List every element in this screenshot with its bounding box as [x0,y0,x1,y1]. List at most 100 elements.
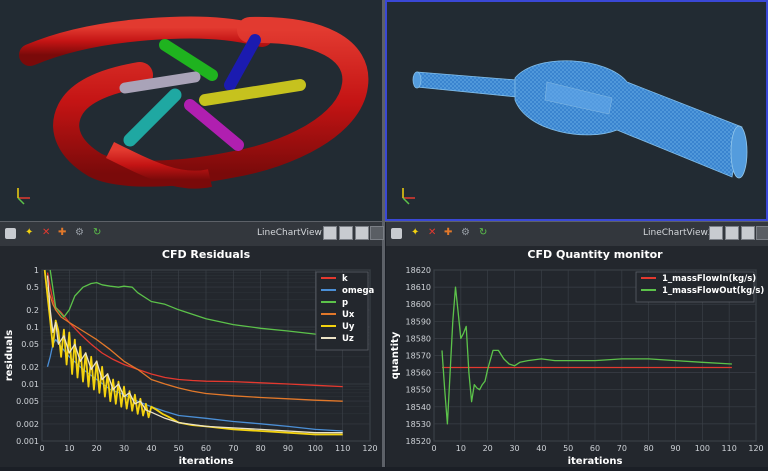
series-line-uz [46,275,343,434]
edit-icon[interactable]: ✚ [444,227,453,238]
y-tick-label: 18570 [406,352,431,361]
y-tick-label: 0.2 [26,306,39,315]
x-tick-label: 120 [748,444,763,453]
chart-title: CFD Residuals [162,248,251,261]
close-view-button[interactable] [756,226,768,240]
x-axis-label: iterations [179,456,234,467]
y-tick-label: 18620 [406,266,431,275]
orientation-axes-icon [402,188,415,205]
render-view-mesh[interactable] [385,0,768,221]
x-tick-label: 20 [483,444,493,453]
chart-view-1-toolbar: ✦ ✕ ✚ ⚙ ↻ LineChartView1 [0,222,384,246]
legend-entry: Uz [342,334,354,344]
x-tick-label: 10 [456,444,466,453]
y-tick-label: 18540 [406,403,431,412]
x-tick-label: 0 [431,444,436,453]
series-line-1-massflowout-kg-s- [441,286,732,425]
branch-yellow [199,79,306,106]
y-tick-label: 0.02 [21,363,39,372]
horizontal-splitter[interactable] [0,221,768,222]
maximize-button[interactable] [355,226,369,240]
y-tick-label: 0.001 [16,437,39,446]
legend-entry: p [342,298,348,308]
y-tick-label: 18550 [406,386,431,395]
chart-view-1-title: LineChartView1 [257,228,328,238]
chart-title: CFD Quantity monitor [527,248,663,261]
legend-entry: Uy [342,322,355,332]
split-vertical-button[interactable] [725,226,739,240]
series-line-uy [43,269,343,436]
delete-icon[interactable]: ✕ [42,227,51,238]
edit-icon[interactable]: ✚ [58,227,67,238]
legend-entry: 1_massFlowIn(kg/s) [662,274,756,284]
x-tick-label: 120 [362,444,377,453]
x-tick-label: 30 [509,444,519,453]
x-tick-label: 60 [201,444,211,453]
y-tick-label: 18600 [406,300,431,309]
pipe-model-render [17,16,369,205]
branch-green [159,39,218,81]
axes-icon[interactable]: ✦ [25,227,34,238]
branch-magenta [184,99,244,151]
x-tick-label: 110 [335,444,350,453]
quantity-chart-view[interactable]: 18520 18530 18540 18550 18560 18570 18580 18590… [386,246,768,467]
x-tick-label: 70 [228,444,238,453]
y-tick-label: 0.1 [26,323,39,332]
y-axis-label: residuals [4,330,15,382]
x-tick-label: 80 [644,444,654,453]
branch-blue [224,34,261,91]
sync-icon[interactable]: ↻ [479,227,488,238]
y-tick-label: 18580 [406,334,431,343]
x-tick-label: 100 [695,444,710,453]
chart-view-2-title: LineChartView2 [643,228,714,238]
y-tick-label: 18560 [406,369,431,378]
x-tick-label: 100 [308,444,323,453]
quantity-chart: 18520 18530 18540 18550 18560 18570 18580 18590… [390,248,764,467]
close-view-button[interactable] [370,226,384,240]
chart-view-2-toolbar: ✦ ✕ ✚ ⚙ ↻ LineChartView2 [386,222,768,246]
y-tick-label: 18520 [406,437,431,446]
sync-icon[interactable]: ↻ [93,227,102,238]
manifold-ring [53,16,369,187]
camera-icon[interactable] [5,228,16,239]
render-view-pipes[interactable] [0,0,382,221]
legend-entry: k [342,274,348,284]
x-tick-label: 80 [256,444,266,453]
split-vertical-button[interactable] [339,226,353,240]
x-tick-label: 90 [670,444,680,453]
axes-icon[interactable]: ✦ [411,227,420,238]
settings-icon[interactable]: ⚙ [75,227,84,238]
y-tick-label: 0.005 [16,397,39,406]
split-horizontal-button[interactable] [709,226,723,240]
y-tick-label: 18610 [406,283,431,292]
y-axis-label: quantity [390,331,401,379]
split-horizontal-button[interactable] [323,226,337,240]
y-tick-label: 0.002 [16,420,39,429]
x-tick-label: 50 [174,444,184,453]
y-tick-label: 1 [34,266,39,275]
maximize-button[interactable] [741,226,755,240]
y-tick-label: 18530 [406,420,431,429]
x-tick-label: 10 [64,444,74,453]
mesh-model-render [402,60,748,205]
x-tick-label: 90 [283,444,293,453]
x-tick-label: 40 [146,444,156,453]
delete-icon[interactable]: ✕ [428,227,437,238]
x-tick-label: 110 [722,444,737,453]
legend-entry: Ux [342,310,355,320]
y-tick-label: 0.05 [21,340,39,349]
series-line-p [49,269,343,337]
legend-entry: omega [342,286,375,296]
inlet-pipe [19,16,273,66]
legend-entry: 1_massFlowOut(kg/s) [662,286,764,296]
residuals-chart-view[interactable]: 1 0.5 0.2 0.1 0.05 0.02 0.01 0.005 0.002 0.001 0 10… [0,246,382,467]
x-tick-label: 60 [590,444,600,453]
settings-icon[interactable]: ⚙ [461,227,470,238]
x-tick-label: 0 [39,444,44,453]
mesh-geometry [412,60,748,179]
camera-icon[interactable] [391,228,402,239]
x-axis-label: iterations [568,456,623,467]
ring-lower-segment [105,141,213,189]
y-tick-label: 18590 [406,317,431,326]
